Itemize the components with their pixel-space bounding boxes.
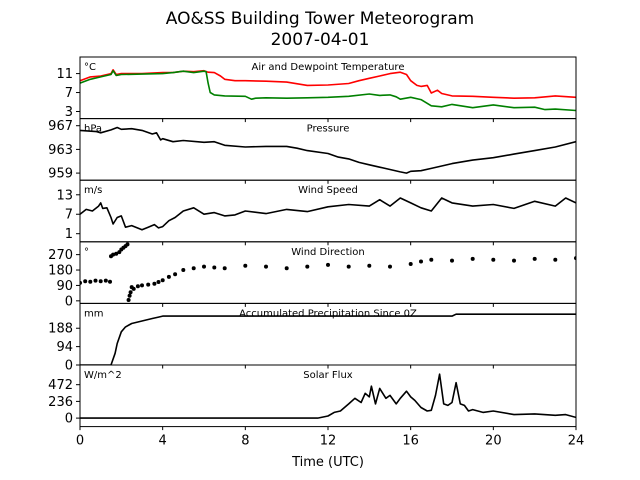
panel-3-point (450, 258, 454, 263)
panel-4-ytick-label: 94 (56, 340, 73, 355)
panel-3-point (212, 265, 217, 270)
panel-3-ytick-label: 180 (48, 264, 73, 279)
panel-3-point (152, 281, 157, 286)
panel-3-point (127, 293, 132, 298)
panel-3-title: Wind Direction (291, 247, 365, 258)
panel-2: 1 7 13 m/s Wind Speed (56, 179, 577, 246)
panel-2-ytick-label: 1 (65, 227, 73, 242)
panel-3-point (202, 264, 206, 269)
x-axis: 0 4 8 12 16 20 24 (76, 434, 584, 449)
panel-3-point (108, 279, 112, 284)
panel-3-ytick-label: 90 (56, 279, 73, 294)
panel-3-point (243, 263, 248, 268)
panel-3-point (367, 263, 372, 268)
x-tick-label: 0 (76, 434, 84, 449)
panel-1-ytick-label: 959 (48, 167, 73, 182)
panel-3-point (470, 256, 475, 261)
panel-3-point (191, 266, 196, 271)
panel-3-point (131, 286, 136, 291)
panel-1-unit: hPa (84, 124, 102, 135)
panel-5-ytick-label: 0 (65, 412, 73, 427)
x-tick-label: 4 (159, 434, 167, 449)
panel-3-point (264, 264, 268, 269)
panel-3-point (125, 242, 130, 247)
panel-3-point (103, 278, 108, 283)
panel-2-ytick-label: 7 (65, 208, 73, 223)
figure-title-line1: AO&SS Building Tower Meteorogram (166, 9, 474, 29)
panel-4-series-0-line (80, 313, 576, 365)
panel-3-point (284, 266, 289, 271)
panel-3-point (135, 284, 140, 289)
panel-1-title: Pressure (307, 124, 350, 135)
x-tick-label: 8 (241, 434, 249, 449)
panel-2-ytick-label: 13 (56, 188, 73, 203)
panel-3-point (429, 257, 434, 262)
panels-group: 3 7 11 °C Air and Dewpoint Temperature 959 963… (48, 56, 577, 431)
panel-3-point (512, 258, 516, 263)
x-tick-label: 24 (568, 434, 585, 449)
panel-0-unit: °C (84, 62, 96, 73)
panel-3-point (160, 278, 165, 283)
panel-3-point (83, 279, 88, 284)
panel-4-ytick-label: 188 (48, 322, 73, 337)
panel-0-series-1-line (80, 69, 576, 112)
panel-3-point (346, 264, 351, 269)
panel-5-series-0-line (80, 373, 576, 419)
panel-3-point (408, 262, 413, 266)
x-tick-label: 20 (485, 434, 502, 449)
panel-3-point (326, 262, 330, 267)
panel-3-point (126, 298, 131, 302)
figure-title-line2: 2007-04-01 (271, 30, 370, 50)
panel-2-series-0-line (80, 197, 576, 231)
panel-3-point (553, 257, 558, 262)
panel-3-point (419, 259, 423, 264)
panel-3-point (128, 290, 133, 295)
x-tick-label: 12 (320, 434, 337, 449)
panel-1-series-0-line (80, 126, 576, 174)
panel-4-unit: mm (84, 308, 103, 319)
panel-3-point (166, 274, 171, 279)
panel-3-point (111, 252, 116, 257)
panel-0-ytick-label: 7 (65, 86, 73, 101)
panel-3-point (114, 251, 119, 256)
panel-3-point (532, 256, 537, 261)
panel-3-point (93, 278, 98, 283)
panel-3-point (388, 264, 392, 269)
panel-5-title: Solar Flux (303, 370, 353, 381)
panel-3-point (305, 264, 310, 269)
panel-3-point (491, 257, 496, 262)
panel-3-point (98, 279, 103, 284)
panel-0: 3 7 11 °C Air and Dewpoint Temperature (56, 56, 577, 123)
panel-1-ytick-label: 967 (48, 119, 73, 134)
panel-5: 0 236 472 W/m^2 Solar Flux (48, 364, 577, 431)
panel-0-ytick-label: 11 (56, 67, 73, 82)
panel-5-ytick-label: 472 (48, 378, 73, 393)
panel-3-ytick-label: 270 (48, 248, 73, 263)
x-tick-label: 16 (402, 434, 419, 449)
panel-3-unit: ° (84, 247, 89, 258)
panel-3-point (146, 282, 151, 287)
panel-3-point (173, 272, 178, 277)
panel-3-point (88, 279, 93, 284)
panel-1-ytick-label: 963 (48, 143, 73, 158)
panel-3-ytick-label: 0 (65, 294, 73, 309)
panel-4-ytick-label: 0 (65, 359, 73, 374)
panel-3-point (181, 268, 186, 272)
panel-3-point (222, 266, 227, 271)
panel-3-point (140, 283, 144, 288)
panel-0-ytick-label: 3 (65, 105, 73, 120)
panel-2-unit: m/s (84, 185, 102, 196)
panel-5-unit: W/m^2 (84, 370, 122, 381)
x-axis-label: Time (UTC) (291, 455, 364, 470)
panel-2-title: Wind Speed (298, 185, 358, 196)
panel-4: 0 94 188 mm Accumulated Precipitation Since … (48, 302, 577, 374)
panel-1: 959 963 967 hPa Pressure (48, 118, 577, 184)
panel-5-ytick-label: 236 (48, 395, 73, 410)
panel-4-title: Accumulated Precipitation Since 0Z (239, 308, 417, 319)
panel-3-series-0 (80, 242, 576, 302)
panel-3-point (156, 280, 161, 284)
panel-0-title: Air and Dewpoint Temperature (252, 62, 405, 73)
